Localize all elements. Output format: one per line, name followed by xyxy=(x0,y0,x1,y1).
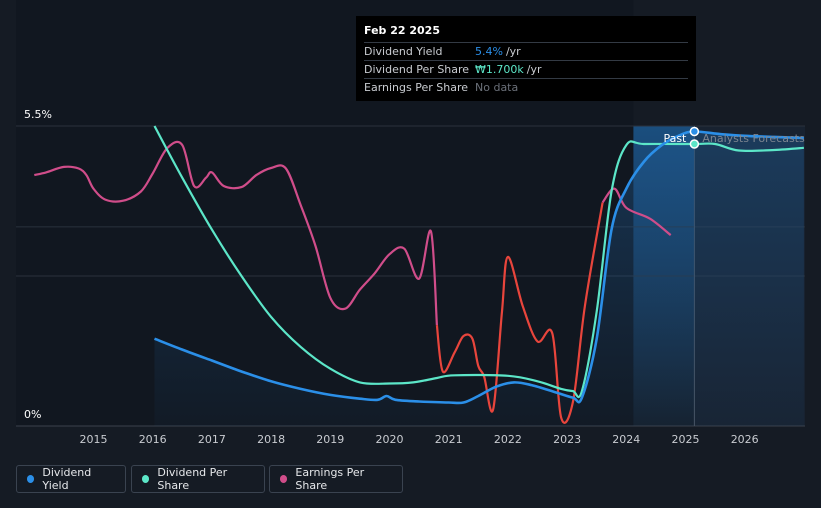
tooltip-row-dividend-yield: Dividend Yield 5.4% /yr xyxy=(364,42,688,60)
tooltip-row-earnings-per-share: Earnings Per Share No data xyxy=(364,78,688,96)
dividend-yield-area xyxy=(154,131,804,427)
x-tick-label: 2024 xyxy=(612,433,640,446)
legend-label: Dividend Yield xyxy=(42,466,92,492)
tooltip-unit: /yr xyxy=(505,45,521,58)
x-tick-label: 2016 xyxy=(139,433,167,446)
x-tick-label: 2020 xyxy=(376,433,404,446)
y-tick-label: 5.5% xyxy=(24,108,52,121)
forecast-label: Analysts Forecasts xyxy=(702,132,805,145)
legend-label: Dividend Per Share xyxy=(157,466,228,492)
tooltip-date: Feb 22 2025 xyxy=(364,24,440,37)
legend-dot-icon xyxy=(27,475,35,483)
x-tick-label: 2019 xyxy=(316,433,344,446)
y-tick-label: 0% xyxy=(24,408,41,421)
x-tick-label: 2025 xyxy=(672,433,700,446)
x-tick-label: 2018 xyxy=(257,433,285,446)
marker-dividend-yield xyxy=(689,126,700,137)
series-line-earnings-per-share xyxy=(34,140,438,326)
legend-dividend-yield[interactable]: Dividend Yield xyxy=(16,465,126,493)
x-tick-label: 2026 xyxy=(731,433,759,446)
tooltip-value: 5.4% xyxy=(475,45,503,58)
marker-dividend-per-share xyxy=(689,139,700,149)
tooltip-label: Earnings Per Share xyxy=(364,81,469,94)
legend-dividend-per-share[interactable]: Dividend Per Share xyxy=(131,465,265,493)
x-tick-label: 2015 xyxy=(80,433,108,446)
x-tick-label: 2023 xyxy=(553,433,581,446)
tooltip-row-dividend-per-share: Dividend Per Share ₩1.700k /yr xyxy=(364,60,688,78)
tooltip-value: No data xyxy=(475,81,519,94)
x-tick-label: 2022 xyxy=(494,433,522,446)
x-tick-label: 2017 xyxy=(198,433,226,446)
series-line-earnings-per-share xyxy=(435,202,604,424)
legend-dot-icon xyxy=(280,475,288,483)
tooltip-unit: /yr xyxy=(526,63,542,76)
past-label: Past xyxy=(663,132,687,145)
x-tick-label: 2021 xyxy=(435,433,463,446)
legend-earnings-per-share[interactable]: Earnings Per Share xyxy=(269,465,403,493)
legend-label: Earnings Per Share xyxy=(295,466,365,492)
tooltip-label: Dividend Per Share xyxy=(364,63,470,76)
series-line-dividend-per-share xyxy=(153,125,804,399)
tooltip-value: ₩1.700k xyxy=(475,63,524,76)
tooltip-label: Dividend Yield xyxy=(364,45,443,58)
legend-dot-icon xyxy=(142,475,150,483)
series-line-dividend-yield xyxy=(154,130,804,405)
tooltip: Feb 22 2025 Dividend Yield 5.4% /yr Divi… xyxy=(356,16,696,101)
